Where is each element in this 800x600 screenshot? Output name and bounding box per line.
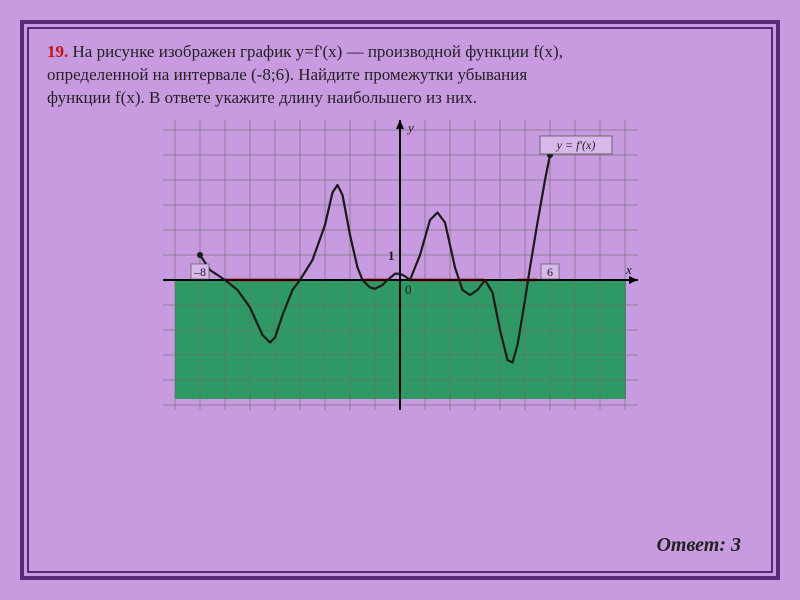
svg-text:0: 0 [405, 282, 412, 297]
svg-text:x: x [625, 262, 632, 277]
inner-frame: 19. На рисунке изображен график y=f'(x) … [27, 27, 773, 573]
problem-number: 19. [47, 42, 68, 61]
svg-text:–8: –8 [193, 265, 206, 279]
problem-line3: функции f(x). В ответе укажите длину наи… [47, 88, 477, 107]
chart-container: y x 0 1 –8 6 y = f'(x) [29, 120, 771, 410]
outer-frame: 19. На рисунке изображен график y=f'(x) … [20, 20, 780, 580]
svg-text:1: 1 [388, 248, 395, 263]
problem-line2: определенной на интервале (-8;6). Найдит… [47, 65, 527, 84]
problem-statement: 19. На рисунке изображен график y=f'(x) … [29, 29, 771, 114]
answer-label: Ответ: 3 [656, 534, 741, 557]
svg-text:6: 6 [547, 265, 553, 279]
svg-text:y: y [406, 120, 414, 135]
problem-line1: На рисунке изображен график y=f'(x) — пр… [73, 42, 563, 61]
derivative-chart: y x 0 1 –8 6 y = f'(x) [163, 120, 638, 410]
svg-text:y = f'(x): y = f'(x) [555, 138, 595, 152]
